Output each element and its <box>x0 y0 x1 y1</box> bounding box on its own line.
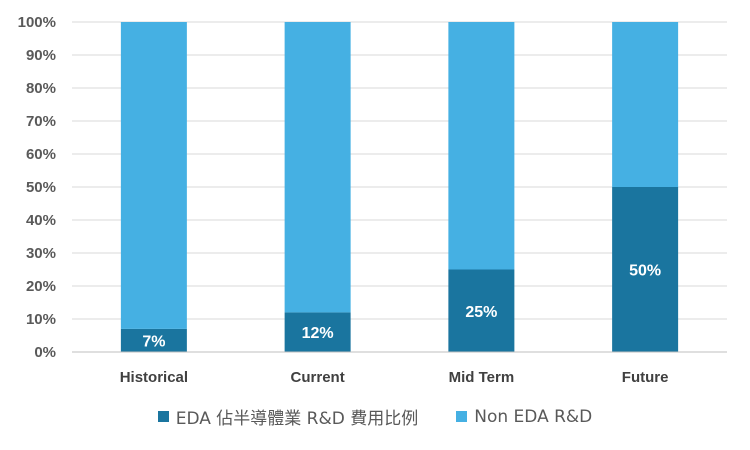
bar-segment <box>120 328 187 352</box>
legend-item-eda: EDA 佔半導體業 R&D 費用比例 <box>157 404 419 429</box>
x-category-label: Historical <box>120 369 188 386</box>
bar-segment <box>448 269 515 352</box>
chart-legend: EDA 佔半導體業 R&D 費用比例 Non EDA R&D <box>0 404 750 429</box>
data-label: 12% <box>302 325 334 342</box>
legend-swatch-eda <box>157 411 169 422</box>
x-category-label: Future <box>622 369 669 386</box>
y-tick-label: 60% <box>26 146 56 163</box>
bar-segment <box>284 312 351 352</box>
x-category-label: Mid Term <box>449 369 515 386</box>
y-tick-label: 80% <box>26 80 56 97</box>
y-tick-label: 40% <box>26 212 56 229</box>
y-tick-label: 0% <box>34 344 56 361</box>
data-label: 7% <box>142 333 165 350</box>
y-tick-label: 70% <box>26 113 56 130</box>
legend-label-eda: EDA 佔半導體業 R&D 費用比例 <box>175 409 419 429</box>
y-tick-label: 100% <box>18 14 56 31</box>
y-tick-label: 10% <box>26 311 56 328</box>
bar-segment <box>612 22 679 187</box>
data-label: 25% <box>465 304 497 321</box>
legend-label-non-eda: Non EDA R&D <box>474 406 593 427</box>
y-tick-label: 50% <box>26 179 56 196</box>
data-label: 50% <box>629 263 661 280</box>
y-tick-label: 30% <box>26 245 56 262</box>
y-tick-label: 90% <box>26 47 56 64</box>
x-category-label: Current <box>291 369 345 386</box>
legend-item-non-eda: Non EDA R&D <box>456 407 592 427</box>
y-tick-label: 20% <box>26 278 56 295</box>
stacked-bar-chart: 0% 10% 20% 30% 40% 50% 60% 70% 80% 90% 100% 7% Histo… <box>18 14 727 386</box>
bar-segment <box>448 22 515 270</box>
legend-swatch-non-eda <box>456 411 468 422</box>
bar-segment <box>612 187 679 352</box>
bar-segment <box>284 22 351 313</box>
bar-segment <box>120 22 187 329</box>
